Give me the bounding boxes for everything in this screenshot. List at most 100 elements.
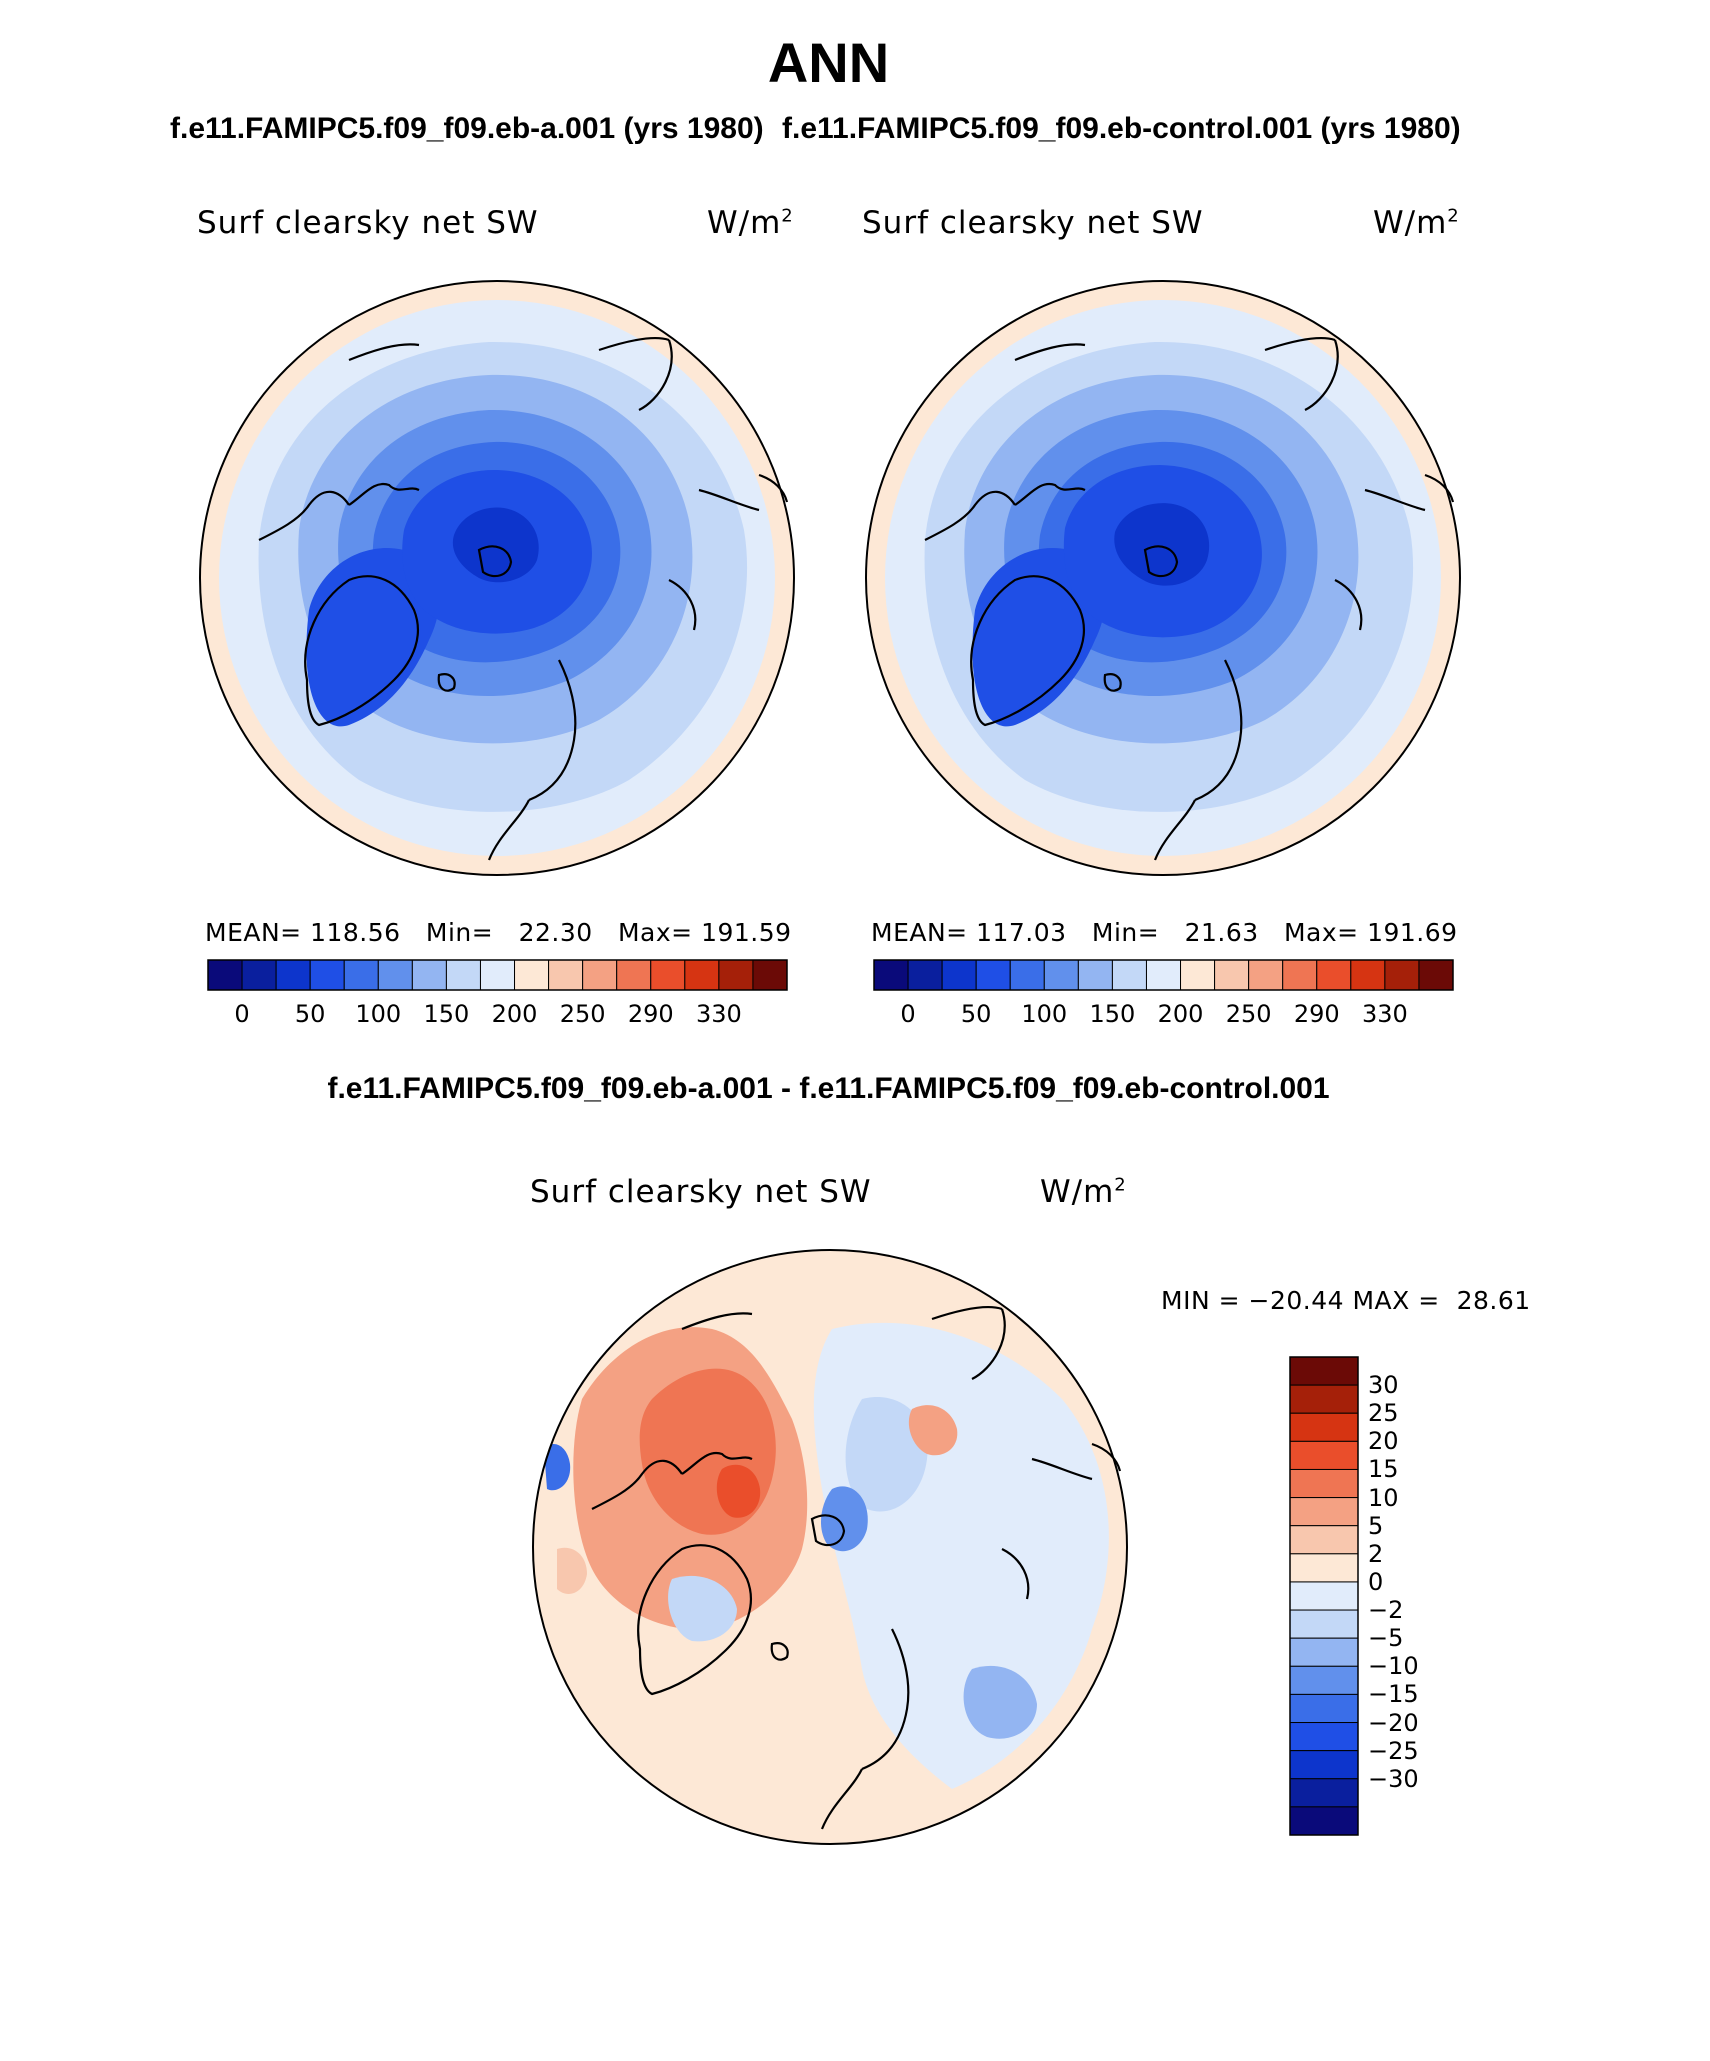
colorbar-a-swatch bbox=[377, 959, 413, 991]
colorbar-a-tick-label: 150 bbox=[423, 1000, 470, 1028]
colorbar-b-swatch bbox=[1180, 959, 1216, 991]
colorbar-b-swatch bbox=[1316, 959, 1352, 991]
colorbar-b-tick-label: 250 bbox=[1225, 1000, 1272, 1028]
colorbar-diff-swatch bbox=[1289, 1665, 1359, 1695]
panel-a-max-label: Max= bbox=[617, 918, 693, 947]
panel-b-stats: MEAN= 117.03 Min= 21.63 Max= 191.69 bbox=[871, 918, 1458, 947]
panel-b-variable: Surf clearsky net SW bbox=[862, 205, 1204, 241]
colorbar-b-swatch bbox=[1350, 959, 1386, 991]
map-panel-b bbox=[865, 280, 1461, 876]
colorbar-diff-tick-label: 15 bbox=[1368, 1455, 1399, 1484]
colorbar-diff-tick-label: −15 bbox=[1368, 1680, 1419, 1709]
colorbar-diff-tick-label: −5 bbox=[1368, 1624, 1404, 1653]
colorbar-b-swatch bbox=[1384, 959, 1420, 991]
colorbar-b-swatch bbox=[1282, 959, 1318, 991]
colorbar-a-tick-label: 290 bbox=[627, 1000, 674, 1028]
map-a-darkest-core bbox=[452, 507, 539, 583]
map-a-boundary bbox=[199, 280, 795, 876]
map-panel-a bbox=[199, 280, 795, 876]
panel-b-mean-label: MEAN= bbox=[871, 918, 968, 947]
colorbar-b-swatch bbox=[907, 959, 943, 991]
diff-map-boundary bbox=[532, 1249, 1128, 1845]
colorbar-b-swatch bbox=[1009, 959, 1045, 991]
panel-a-min: 22.30 bbox=[518, 918, 593, 947]
colorbar-diff-swatch bbox=[1289, 1778, 1359, 1808]
colorbar-a-swatch bbox=[479, 959, 516, 991]
colorbar-a-swatch bbox=[752, 959, 788, 991]
colorbar-diff-swatch bbox=[1289, 1440, 1359, 1470]
colorbar-b-swatch bbox=[1214, 959, 1250, 991]
colorbar-b-tick-label: 0 bbox=[900, 1000, 916, 1028]
colorbar-a bbox=[207, 959, 788, 991]
colorbar-b-tick-label: 150 bbox=[1089, 1000, 1136, 1028]
colorbar-b bbox=[873, 959, 1454, 991]
diff-title: f.e11.FAMIPC5.f09_f09.eb-a.001 - f.e11.F… bbox=[327, 1072, 1330, 1105]
colorbar-a-outline bbox=[207, 959, 788, 991]
diff-orange-region-3 bbox=[557, 1547, 587, 1594]
colorbar-a-swatch bbox=[309, 959, 345, 991]
page-title: ANN bbox=[767, 31, 890, 94]
colorbar-diff-swatch bbox=[1289, 1412, 1359, 1442]
colorbar-diff-tick-label: 30 bbox=[1368, 1371, 1399, 1400]
diff-blue-region-3 bbox=[963, 1665, 1037, 1739]
colorbar-b-swatch bbox=[1077, 959, 1113, 991]
diff-blue-region-2 bbox=[820, 1486, 868, 1552]
map-panel-diff bbox=[532, 1249, 1128, 1845]
colorbar-diff-tick-label: 25 bbox=[1368, 1399, 1399, 1428]
colorbar-diff-swatch bbox=[1289, 1581, 1359, 1611]
colorbar-diff-swatch bbox=[1289, 1384, 1359, 1414]
diff-blue-region-1 bbox=[845, 1397, 928, 1512]
colorbar-diff-swatch bbox=[1289, 1525, 1359, 1555]
colorbar-diff-tick-label: −30 bbox=[1368, 1764, 1419, 1793]
colorbar-diff-swatch bbox=[1289, 1468, 1359, 1499]
diff-max: 28.61 bbox=[1456, 1286, 1531, 1315]
diff-max-label: MAX = bbox=[1352, 1286, 1440, 1315]
colorbar-a-swatch bbox=[718, 959, 754, 991]
map-b-coastlines bbox=[924, 336, 1455, 861]
colorbar-a-swatch bbox=[582, 959, 618, 991]
map-a-coastlines bbox=[258, 336, 789, 861]
colorbar-diff-tick-label: −25 bbox=[1368, 1736, 1419, 1765]
colorbar-a-swatch bbox=[275, 959, 311, 991]
colorbar-diff-swatch bbox=[1289, 1356, 1359, 1386]
colorbar-a-tick-label: 100 bbox=[355, 1000, 402, 1028]
colorbar-diff-tick-label: 20 bbox=[1368, 1427, 1399, 1456]
diff-min-label: MIN = bbox=[1161, 1286, 1241, 1315]
colorbar-diff-swatch bbox=[1289, 1722, 1359, 1752]
colorbar-a-tick-label: 0 bbox=[234, 1000, 250, 1028]
colorbar-diff-tick-label: 10 bbox=[1368, 1483, 1399, 1512]
colorbar-a-swatch bbox=[411, 959, 447, 991]
colorbar-a-swatch bbox=[207, 959, 243, 991]
panel-a-stats: MEAN= 118.56 Min= 22.30 Max= 191.59 bbox=[205, 918, 792, 947]
colorbar-a-swatch bbox=[343, 959, 379, 991]
colorbar-diff bbox=[1289, 1356, 1359, 1836]
colorbar-b-tick-label: 290 bbox=[1293, 1000, 1340, 1028]
colorbar-b-tick-label: 200 bbox=[1157, 1000, 1204, 1028]
panel-b-units: W/m2 bbox=[1373, 205, 1460, 241]
colorbar-diff-ticks: 30 25 20 15 10 5 2 0 −2 −5 −10 −15 −20 −25 −30 bbox=[1368, 1357, 1458, 1835]
panel-a-max: 191.59 bbox=[701, 918, 792, 947]
panel-b-min: 21.63 bbox=[1184, 918, 1259, 947]
map-b-greenland-zone bbox=[972, 548, 1106, 727]
colorbar-diff-swatch bbox=[1289, 1609, 1359, 1639]
colorbar-b-swatch bbox=[1418, 959, 1454, 991]
case-b-title: f.e11.FAMIPC5.f09_f09.eb-control.001 (yr… bbox=[782, 112, 1461, 145]
colorbar-a-swatch bbox=[241, 959, 277, 991]
colorbar-a-tick-label: 330 bbox=[695, 1000, 742, 1028]
colorbar-a-ticks: 0 50 100 150 200 250 290 330 bbox=[208, 1000, 787, 1030]
colorbar-b-swatch bbox=[1145, 959, 1182, 991]
colorbar-diff-tick-label: −10 bbox=[1368, 1652, 1419, 1681]
colorbar-a-swatch bbox=[616, 959, 652, 991]
panel-a-variable: Surf clearsky net SW bbox=[197, 205, 539, 241]
colorbar-a-swatch bbox=[514, 959, 550, 991]
diff-min: −20.44 bbox=[1248, 1286, 1345, 1315]
panel-a-units: W/m2 bbox=[707, 205, 794, 241]
colorbar-a-tick-label: 200 bbox=[491, 1000, 538, 1028]
diff-coastlines bbox=[591, 1305, 1122, 1830]
case-a-title: f.e11.FAMIPC5.f09_f09.eb-a.001 (yrs 1980… bbox=[170, 112, 764, 145]
colorbar-diff-swatch bbox=[1289, 1806, 1359, 1836]
colorbar-b-swatch bbox=[975, 959, 1011, 991]
panel-a-mean: 118.56 bbox=[310, 918, 401, 947]
panel-a-min-label: Min= bbox=[425, 918, 494, 947]
colorbar-a-swatch bbox=[548, 959, 584, 991]
